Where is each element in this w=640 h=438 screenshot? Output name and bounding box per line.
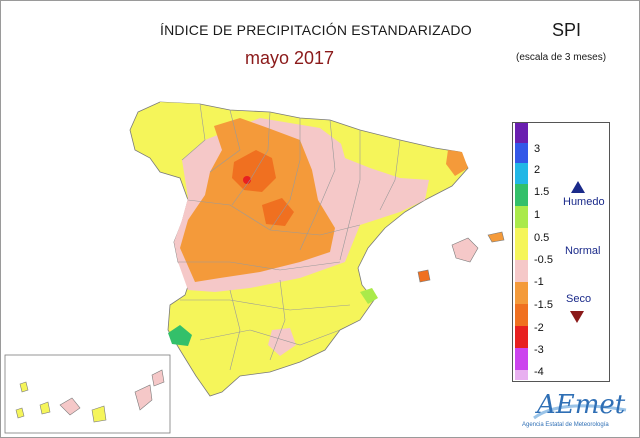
scale-label: (escala de 3 meses) [516,52,607,63]
legend-tick: 0.5 [534,232,550,244]
legend-tick: 3 [534,143,541,155]
legend-swatch [515,206,528,228]
legend-swatch [515,370,528,380]
index-label: SPI [552,20,582,40]
region-s-pink [268,328,296,356]
region-ne-yellow [340,138,440,180]
island-mallorca [451,237,479,263]
legend-tick: 1.5 [534,186,550,198]
legend-tick: -4 [534,366,544,378]
aemet-logo-text: AEmet [537,390,626,420]
canary-islands [15,369,165,423]
legend-swatch [515,228,528,260]
legend-swatch [515,260,528,282]
legend-tick: -1 [534,276,544,288]
region-e-green [360,288,378,304]
island-menorca [487,231,505,243]
region-dark-orange-2 [262,198,294,226]
legend-swatch [515,348,528,370]
spi-legend: 3 2 1.5 1 0.5 -0.5 -1 -1.5 -2 -3 -4 Hume… [512,122,610,382]
region-red [243,176,251,184]
province-borders [178,103,401,371]
aemet-logo [533,404,627,420]
region-dark-orange [232,150,276,192]
legend-swatch [515,123,528,143]
humid-arrow-icon [571,181,585,193]
category-normal: Normal [565,245,601,257]
region-orange [180,118,335,282]
region-ne-orange [446,150,468,176]
map-subtitle: mayo 2017 [245,48,335,68]
region-nw-yellow [156,102,210,138]
legend-tick: -1.5 [534,299,553,311]
island-ibiza [417,269,431,283]
legend-swatch [515,326,528,348]
legend-tick: -0.5 [534,254,553,266]
legend-tick: 2 [534,164,541,176]
region-sw-green [168,325,192,346]
category-humid: Humedo [563,196,605,208]
legend-tick: -2 [534,322,544,334]
legend-tick: 1 [534,209,541,221]
legend-swatch [515,184,528,206]
dry-arrow-icon [570,311,584,323]
category-dry: Seco [566,293,592,305]
legend-swatch [515,143,528,163]
map-title: ÍNDICE DE PRECIPITACIÓN ESTANDARIZADO [160,22,472,38]
legend-swatch [515,163,528,184]
aemet-logo-tagline: Agencia Estatal de Meteorología [522,422,609,428]
legend-swatch [515,282,528,304]
legend-tick: -3 [534,344,544,356]
legend-swatch [515,304,528,326]
